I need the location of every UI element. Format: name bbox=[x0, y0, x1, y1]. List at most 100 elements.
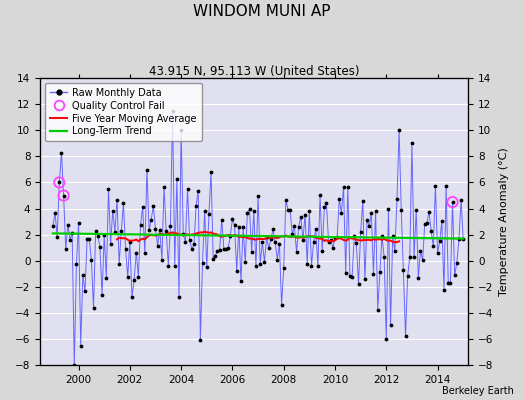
Point bbox=[350, 233, 358, 240]
Point bbox=[64, 221, 72, 228]
Point bbox=[53, 234, 61, 240]
Point bbox=[108, 207, 117, 214]
Point bbox=[117, 227, 125, 234]
Point bbox=[265, 245, 273, 252]
Point bbox=[442, 182, 450, 189]
Point bbox=[173, 176, 181, 182]
Point bbox=[269, 226, 277, 233]
Point bbox=[177, 127, 185, 134]
Point bbox=[435, 238, 444, 244]
Point bbox=[397, 207, 406, 214]
Point bbox=[231, 222, 239, 228]
Point bbox=[337, 210, 346, 216]
Point bbox=[421, 221, 429, 227]
Point bbox=[151, 226, 160, 232]
Point bbox=[388, 233, 397, 239]
Point bbox=[380, 254, 388, 260]
Point bbox=[175, 294, 183, 300]
Point bbox=[237, 278, 245, 284]
Point bbox=[94, 233, 102, 239]
Point bbox=[322, 200, 331, 206]
Point bbox=[220, 246, 228, 252]
Point bbox=[324, 239, 333, 245]
Point bbox=[320, 204, 329, 210]
Point bbox=[243, 210, 252, 216]
Point bbox=[275, 241, 283, 247]
Point bbox=[391, 248, 399, 254]
Point bbox=[307, 262, 315, 269]
Point bbox=[226, 233, 234, 240]
Point bbox=[181, 238, 190, 245]
Point bbox=[68, 230, 77, 236]
Point bbox=[201, 208, 209, 214]
Point bbox=[318, 248, 326, 254]
Point bbox=[286, 207, 294, 213]
Point bbox=[215, 246, 224, 253]
Point bbox=[416, 247, 424, 254]
Point bbox=[263, 234, 271, 240]
Point bbox=[393, 196, 401, 203]
Legend: Raw Monthly Data, Quality Control Fail, Five Year Moving Average, Long-Term Tren: Raw Monthly Data, Quality Control Fail, … bbox=[45, 83, 202, 141]
Point bbox=[92, 228, 100, 234]
Point bbox=[376, 269, 384, 276]
Point bbox=[162, 227, 170, 234]
Point bbox=[115, 261, 123, 267]
Point bbox=[224, 245, 232, 252]
Point bbox=[354, 281, 363, 288]
Point bbox=[455, 236, 463, 242]
Point bbox=[192, 202, 200, 209]
Point bbox=[346, 273, 354, 280]
Point bbox=[374, 306, 382, 313]
Point bbox=[239, 224, 247, 231]
Point bbox=[205, 211, 213, 217]
Point bbox=[256, 261, 265, 267]
Point bbox=[282, 196, 290, 203]
Point bbox=[188, 246, 196, 253]
Point bbox=[382, 336, 390, 342]
Point bbox=[401, 333, 410, 340]
Point bbox=[288, 231, 297, 237]
Point bbox=[305, 208, 313, 214]
Point bbox=[126, 238, 134, 245]
Point bbox=[326, 236, 335, 243]
Point bbox=[235, 224, 243, 230]
Point bbox=[57, 150, 66, 156]
Point bbox=[290, 223, 299, 229]
Point bbox=[61, 246, 70, 252]
Point bbox=[100, 232, 108, 238]
Point bbox=[233, 268, 241, 274]
Point bbox=[228, 216, 237, 222]
Point bbox=[369, 270, 378, 277]
Point bbox=[66, 237, 74, 243]
Text: Berkeley Earth: Berkeley Earth bbox=[442, 386, 514, 396]
Point bbox=[70, 362, 79, 368]
Point bbox=[365, 223, 374, 229]
Point bbox=[356, 229, 365, 236]
Point bbox=[160, 184, 168, 190]
Point bbox=[440, 286, 448, 293]
Point bbox=[267, 236, 275, 242]
Point bbox=[423, 220, 431, 226]
Point bbox=[143, 166, 151, 173]
Point bbox=[77, 342, 85, 349]
Point bbox=[273, 256, 281, 263]
Point bbox=[51, 210, 59, 216]
Point bbox=[335, 196, 343, 202]
Point bbox=[303, 261, 311, 267]
Point bbox=[384, 206, 392, 212]
Point bbox=[449, 199, 457, 205]
Point bbox=[340, 183, 348, 190]
Point bbox=[49, 223, 57, 229]
Point bbox=[59, 192, 68, 199]
Point bbox=[170, 263, 179, 270]
Point bbox=[130, 277, 138, 284]
Point bbox=[55, 179, 63, 186]
Point bbox=[252, 263, 260, 269]
Point bbox=[79, 272, 87, 278]
Point bbox=[258, 239, 267, 246]
Point bbox=[427, 228, 435, 234]
Point bbox=[145, 227, 154, 233]
Point bbox=[128, 294, 136, 300]
Point bbox=[179, 231, 188, 238]
Point bbox=[352, 240, 361, 246]
